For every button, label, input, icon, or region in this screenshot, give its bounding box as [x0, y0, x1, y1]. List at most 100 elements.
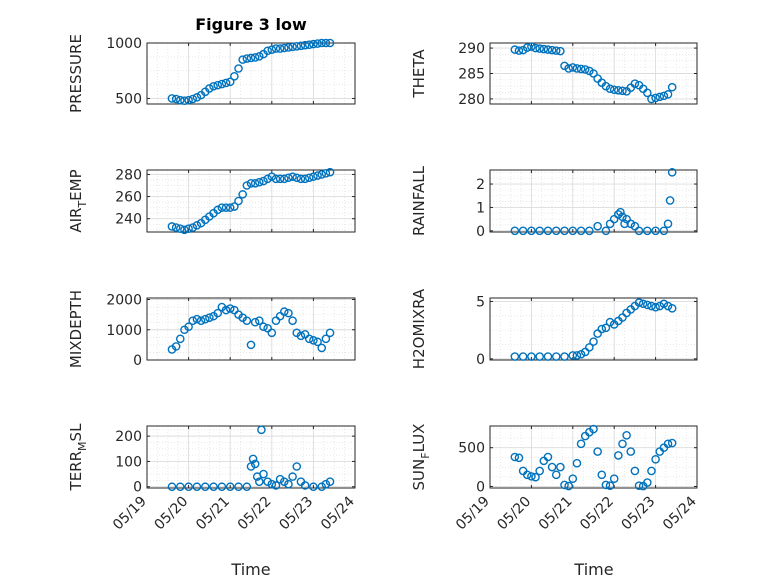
- data-point: [663, 301, 673, 311]
- x-tick-label: 05/21: [193, 494, 233, 534]
- data-point: [518, 226, 528, 236]
- axes-box: [146, 297, 356, 361]
- subplot-8: 0 500 05/19 05/20 05/21 05/22 05/23 05/24 SUNFLU…: [410, 424, 700, 534]
- figure-title: Figure 3 low: [195, 15, 307, 34]
- data-point: [568, 474, 578, 484]
- data-point: [255, 52, 264, 61]
- y-tick-label: 200: [115, 429, 142, 445]
- data-point: [609, 474, 619, 484]
- data-point: [564, 481, 573, 491]
- axes-box: [489, 297, 698, 361]
- data-point: [663, 219, 673, 229]
- y-tick-label: 240: [115, 212, 142, 228]
- data-point: [188, 316, 198, 325]
- data-point: [618, 86, 627, 96]
- data-point: [234, 196, 243, 206]
- y-tick-label: 0: [133, 480, 142, 496]
- data-point: [659, 299, 669, 309]
- data-point: [246, 53, 256, 63]
- data-point: [560, 226, 569, 236]
- data-point: [284, 173, 293, 183]
- data-point: [200, 314, 210, 324]
- data-point: [665, 196, 675, 205]
- data-point: [572, 458, 582, 468]
- data-point: [250, 317, 260, 327]
- data-point: [527, 472, 536, 481]
- data-point: [527, 42, 536, 51]
- data-point: [325, 328, 335, 338]
- data-point: [514, 46, 524, 55]
- data-point: [304, 173, 314, 183]
- data-point: [593, 447, 602, 456]
- axes-box: [146, 42, 356, 105]
- data-point: [257, 425, 266, 435]
- data-point: [667, 304, 677, 313]
- y-tick-label: 1: [476, 200, 485, 216]
- data-point: [209, 482, 218, 492]
- y-axis-label-main: AIR: [67, 208, 85, 233]
- data-point: [209, 81, 218, 91]
- y-tick-label: 500: [115, 91, 142, 107]
- y-axis-label-subscript: M: [76, 441, 89, 451]
- data-point: [547, 462, 557, 472]
- data-point: [643, 300, 652, 310]
- x-tick-label: 05/23: [276, 494, 316, 534]
- y-axis-label-tail: EMP: [67, 169, 85, 200]
- y-axis-label-tail: SL: [67, 423, 85, 442]
- y-axis-label-tail: LUX: [410, 424, 428, 453]
- data-point: [601, 323, 611, 333]
- data-point: [175, 224, 185, 233]
- data-point: [597, 470, 607, 480]
- data-point: [259, 322, 268, 332]
- y-axis-label: PRESSURE: [67, 34, 85, 113]
- data-point: [614, 451, 623, 460]
- data-point: [284, 479, 293, 489]
- y-tick-label: 2000: [106, 293, 142, 309]
- data-point: [564, 64, 573, 73]
- data-point: [221, 78, 231, 88]
- data-point: [309, 482, 318, 492]
- y-tick-label: 1000: [106, 323, 142, 339]
- data-point: [175, 95, 185, 105]
- data-point: [568, 226, 578, 236]
- data-point: [605, 481, 615, 490]
- data-point: [630, 466, 640, 476]
- data-point: [535, 466, 544, 476]
- data-point: [200, 482, 210, 492]
- data-point: [167, 482, 177, 492]
- data-point: [659, 226, 669, 236]
- data-point: [284, 308, 293, 318]
- data-point: [213, 205, 223, 215]
- y-tick-label: 0: [476, 479, 485, 495]
- data-point: [556, 46, 565, 56]
- data-point: [309, 172, 318, 181]
- data-point: [267, 172, 277, 181]
- data-point: [589, 69, 598, 78]
- data-point: [259, 176, 268, 186]
- data-point: [292, 173, 302, 183]
- data-point: [217, 79, 227, 89]
- data-point: [225, 304, 235, 313]
- data-point: [539, 44, 549, 54]
- y-axis-label: MIXDEPTH: [67, 290, 85, 368]
- data-point: [560, 352, 569, 361]
- y-axis-label: H2OMIXRA: [410, 288, 428, 369]
- data-point: [510, 226, 520, 236]
- data-point: [616, 207, 625, 217]
- data-point: [184, 322, 193, 332]
- data-point: [304, 334, 314, 344]
- subplot-1: 500 1000 PRESSURE: [67, 34, 356, 113]
- data-point: [321, 169, 331, 178]
- data-point: [543, 452, 553, 462]
- y-axis-label-main: RAINFALL: [410, 165, 428, 236]
- data-point: [535, 44, 544, 53]
- data-point: [267, 328, 277, 338]
- y-axis-label-subscript: T: [76, 201, 89, 209]
- data-point: [585, 226, 594, 236]
- data-point: [667, 168, 677, 177]
- y-axis-label: RAINFALL: [410, 165, 428, 236]
- data-point: [242, 316, 252, 325]
- subplot-5: 0 1000 2000 MIXDEPTH: [67, 290, 356, 369]
- data-point: [655, 92, 665, 102]
